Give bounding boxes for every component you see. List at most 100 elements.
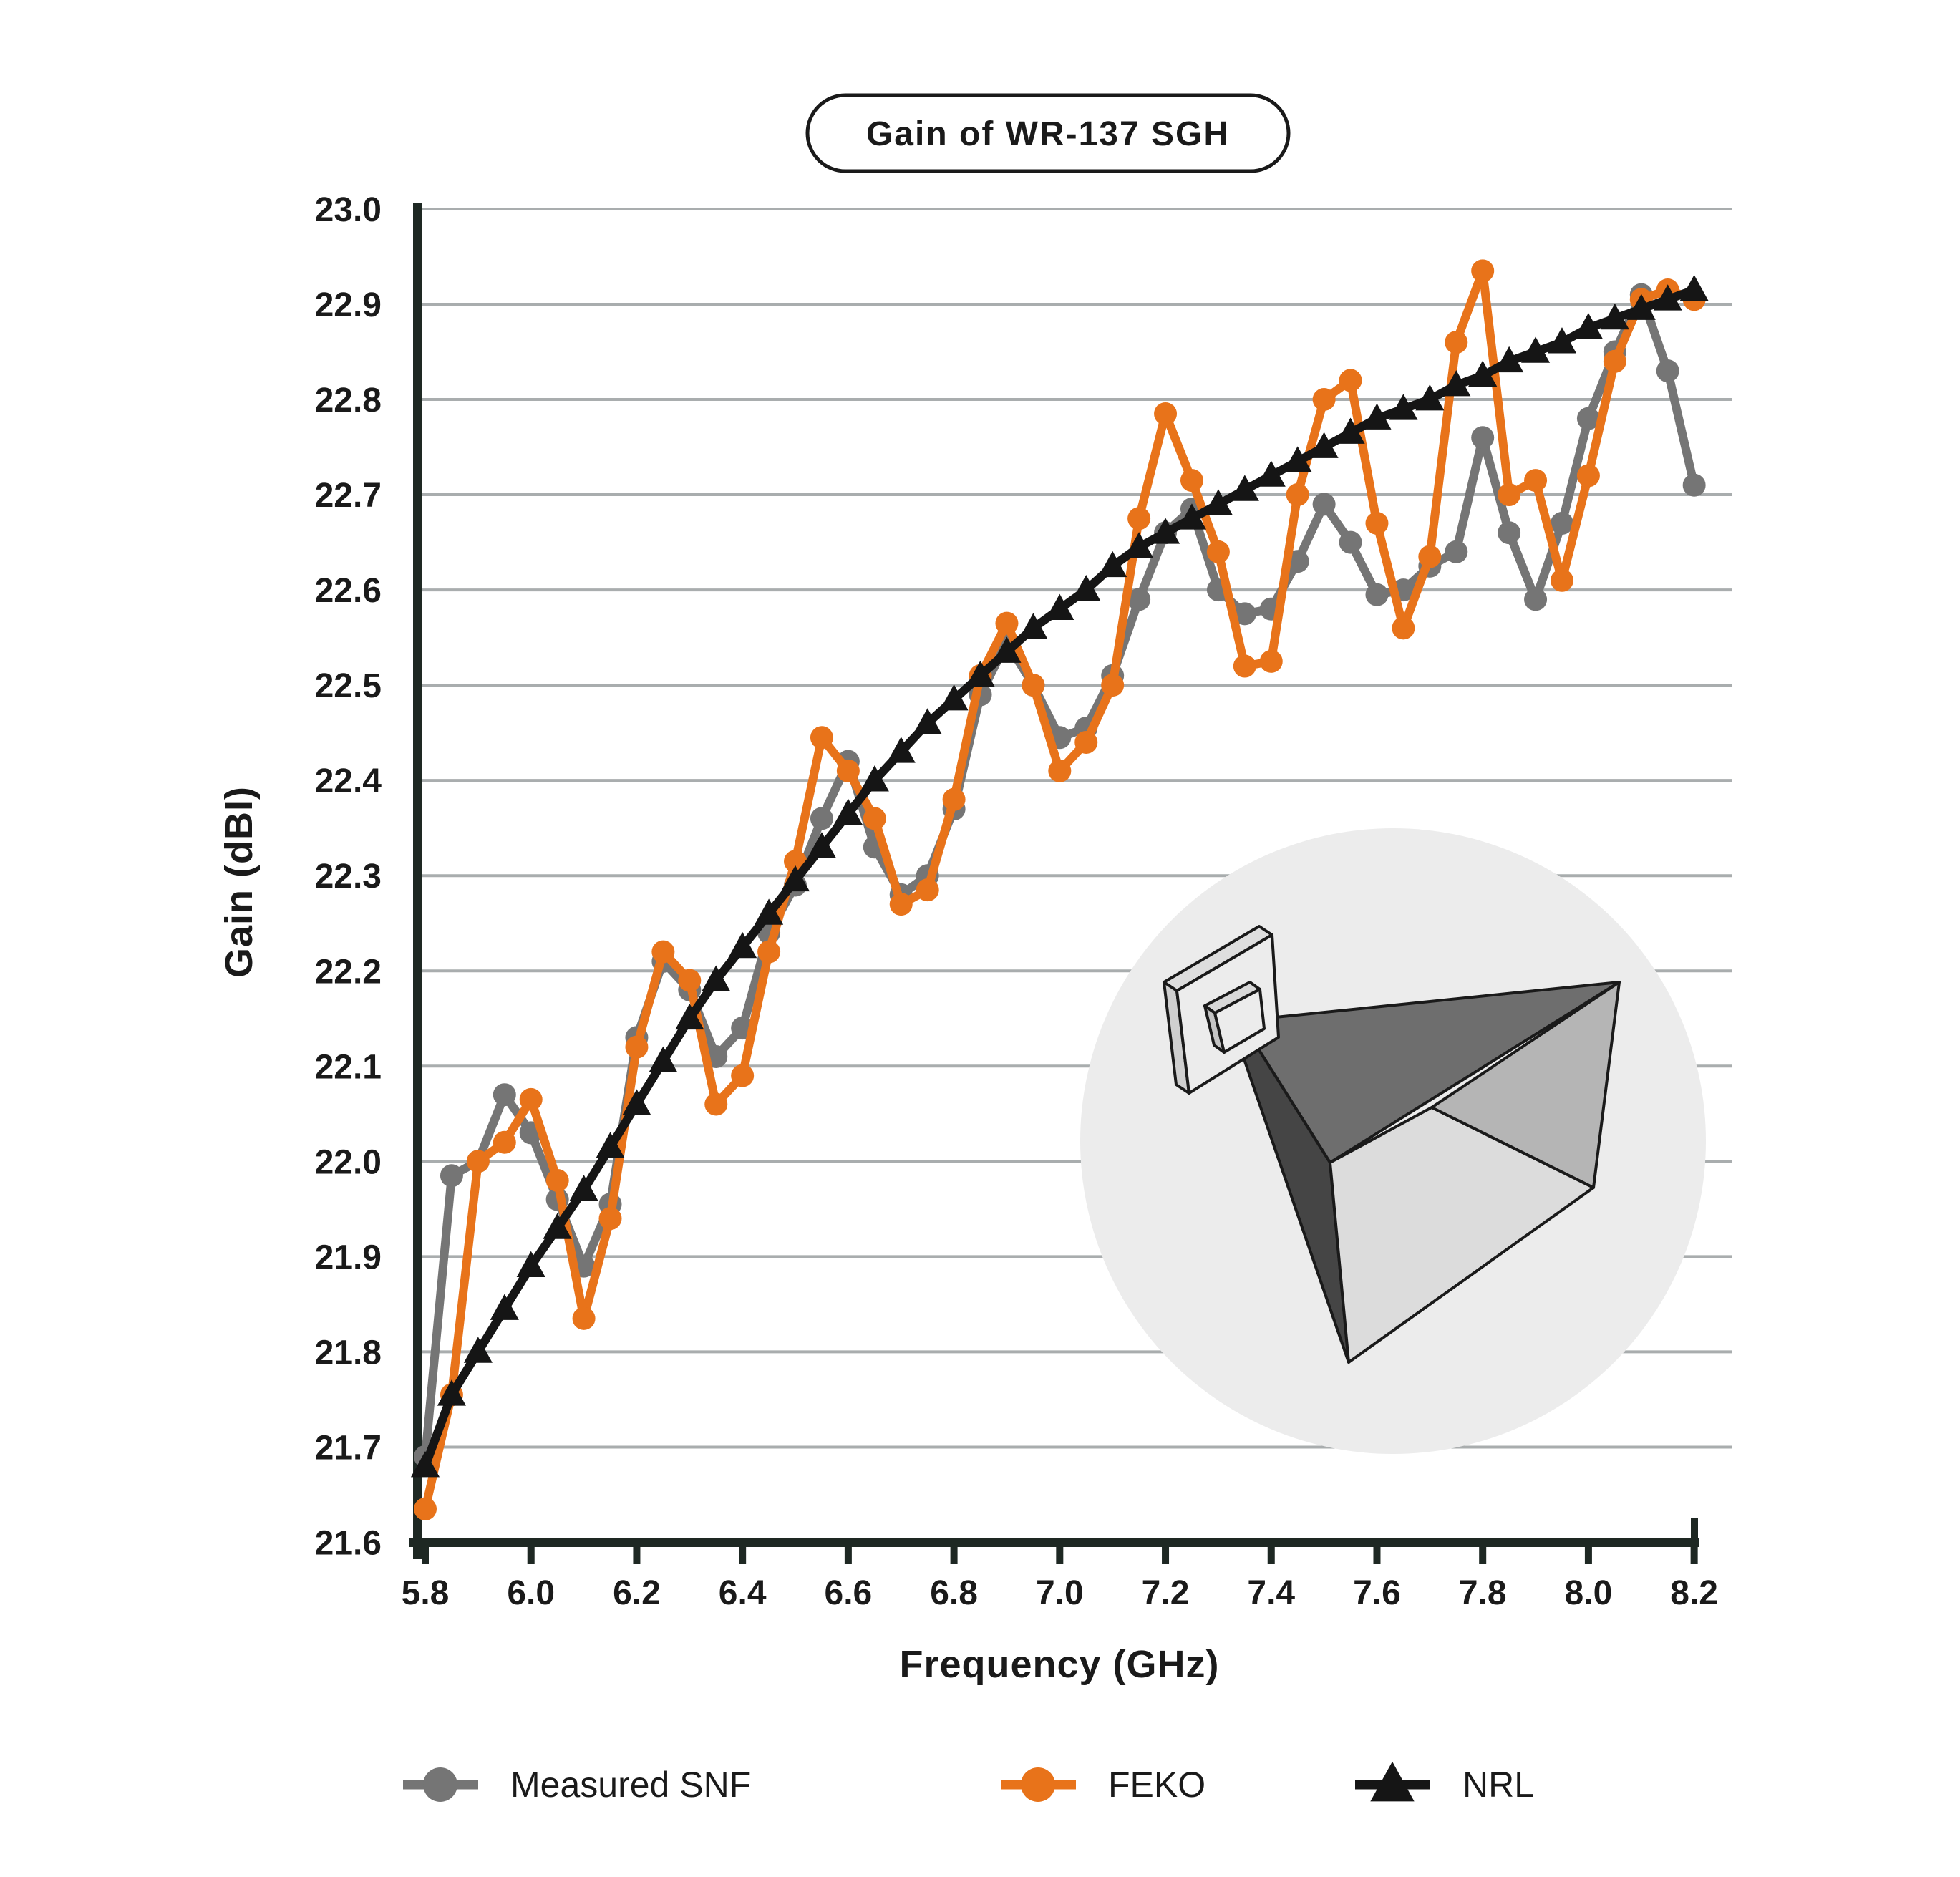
x-tick-7.6 [1373, 1547, 1381, 1564]
x-tick-label-8.0: 8.0 [1565, 1574, 1613, 1612]
y-tick-label-22.5: 22.5 [315, 667, 382, 705]
data-point-marker [1550, 568, 1573, 592]
gridlines [419, 207, 1732, 1449]
data-point-marker [728, 931, 757, 959]
x-tick-label-6.4: 6.4 [719, 1574, 767, 1612]
y-tick-label-21.6: 21.6 [315, 1525, 382, 1563]
data-point-marker [598, 1207, 622, 1231]
data-point-marker [1550, 511, 1573, 535]
x-tick-6.4 [739, 1547, 747, 1564]
data-point-marker [651, 940, 675, 964]
data-point-marker [410, 1450, 440, 1478]
x-tick-7.8 [1479, 1547, 1487, 1564]
legend-marker-triangle [1370, 1761, 1415, 1802]
data-point-marker [1418, 545, 1442, 568]
data-point-marker [569, 1175, 598, 1201]
data-point-marker [1203, 489, 1233, 515]
y-tick-label-21.7: 21.7 [315, 1429, 382, 1467]
data-point-marker [1656, 359, 1679, 383]
data-point-marker [545, 1168, 569, 1192]
data-point-marker [1101, 674, 1125, 697]
x-axis-line [409, 1538, 1699, 1547]
data-point-marker [1312, 388, 1336, 412]
data-point-marker [1603, 349, 1626, 373]
data-point-marker [704, 1092, 728, 1116]
series-feko [414, 259, 1706, 1520]
data-point-marker [702, 965, 731, 991]
x-tick-8.2 [1690, 1547, 1698, 1564]
data-point-marker [1392, 616, 1415, 640]
data-point-marker [886, 737, 916, 763]
title-pill-border [805, 93, 1291, 173]
data-point-marker [731, 1064, 755, 1087]
x-tick-label-6.2: 6.2 [613, 1574, 661, 1612]
y-tick-label-22.6: 22.6 [315, 572, 382, 610]
axes [409, 203, 1699, 1564]
x-tick-7.4 [1267, 1547, 1275, 1564]
data-point-marker [1365, 583, 1389, 606]
y-axis-title: Gain (dBI) [218, 786, 261, 978]
data-point-marker [572, 1306, 596, 1330]
data-point-marker [414, 1497, 437, 1520]
data-point-marker [916, 878, 939, 902]
data-point-marker [1177, 503, 1207, 530]
data-point-marker [1495, 346, 1524, 373]
x-tick-5.8 [422, 1547, 429, 1564]
y-tick-label-23.0: 23.0 [315, 191, 382, 229]
x-tick-6.0 [527, 1547, 535, 1564]
data-point-marker [1653, 284, 1682, 311]
data-point-marker [1259, 649, 1283, 673]
data-point-marker [625, 1035, 649, 1059]
data-point-marker [807, 832, 837, 858]
x-tick-label-6.8: 6.8 [930, 1574, 978, 1612]
data-point-marker [1679, 274, 1709, 301]
legend-label: FEKO [1108, 1765, 1205, 1805]
y-tick-label-22.9: 22.9 [315, 286, 382, 324]
y-tick-label-22.7: 22.7 [315, 477, 382, 515]
data-series [410, 259, 1709, 1520]
x-tick-label-7.4: 7.4 [1247, 1574, 1295, 1612]
data-point-marker [1256, 460, 1286, 487]
horn-interior-top [1430, 981, 1621, 1189]
x-tick-7.0 [1056, 1547, 1064, 1564]
waveguide-front-face [1213, 988, 1266, 1054]
data-point-marker [1180, 469, 1203, 493]
x-axis-title: Frequency (GHz) [899, 1643, 1219, 1686]
data-point-marker [1048, 759, 1072, 782]
legend-label: Measured SNF [510, 1765, 751, 1805]
data-point-marker [995, 611, 1019, 635]
data-point-marker [1445, 331, 1468, 354]
data-point-marker [780, 865, 810, 892]
data-point-marker [1074, 730, 1098, 754]
data-point-marker [1206, 540, 1230, 563]
x-axis-end-cap [1691, 1518, 1698, 1539]
data-point-marker [1154, 402, 1178, 425]
series-nrl [410, 274, 1709, 1478]
data-point-marker [466, 1150, 490, 1173]
data-point-marker [1150, 518, 1180, 544]
data-point-marker [622, 1089, 651, 1115]
data-point-marker [836, 759, 860, 782]
data-point-marker [810, 726, 833, 750]
data-point-marker [1336, 417, 1365, 444]
legend-marker-circle [1021, 1767, 1055, 1802]
legend-item-measured-snf: Measured SNF [403, 1765, 751, 1805]
x-tick-label-7.2: 7.2 [1142, 1574, 1190, 1612]
data-point-marker [1498, 483, 1521, 507]
x-tick-8.0 [1584, 1547, 1592, 1564]
x-tick-7.2 [1162, 1547, 1170, 1564]
data-point-marker [543, 1213, 572, 1239]
data-point-marker [493, 1083, 516, 1107]
x-tick-label-6.0: 6.0 [507, 1574, 555, 1612]
data-point-marker [519, 1087, 543, 1111]
data-point-marker [1127, 507, 1151, 530]
data-point-marker [1524, 588, 1548, 611]
x-tick-6.8 [950, 1547, 958, 1564]
data-point-marker [1362, 403, 1392, 430]
data-point-marker [942, 787, 966, 811]
data-point-marker [1471, 259, 1495, 283]
y-tick-label-21.9: 21.9 [315, 1238, 382, 1276]
axis-tick-labels: 21.6 21.7 21.8 21.9 22.0 22.1 22.2 22.3 22.4 22.5… [315, 191, 1718, 1612]
y-tick-label-21.8: 21.8 [315, 1334, 382, 1372]
data-point-marker [1468, 360, 1498, 387]
